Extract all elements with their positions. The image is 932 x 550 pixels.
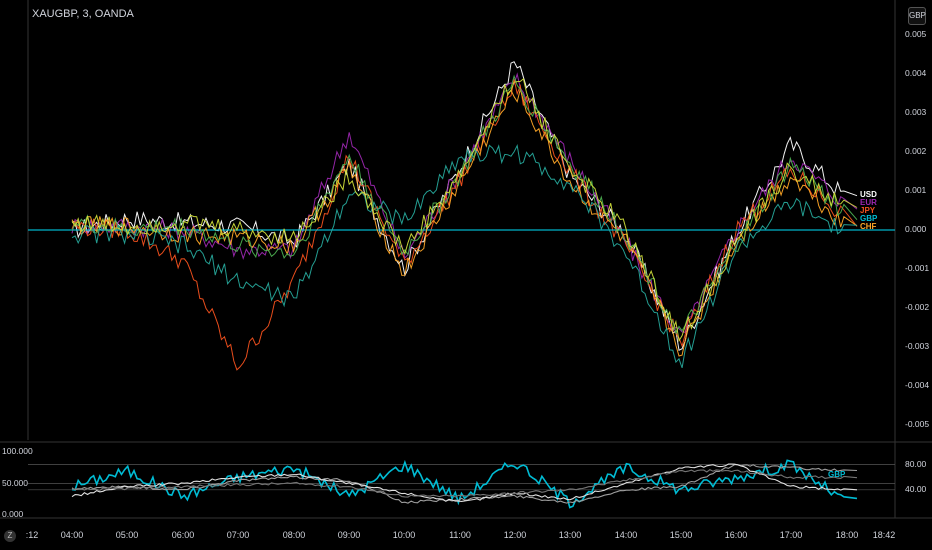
series-line-unlabeled-6	[71, 144, 858, 369]
price-tick-label: 0.003	[905, 107, 927, 117]
price-tick-label: 0.000	[905, 224, 927, 234]
time-tick-label: 05:00	[115, 530, 139, 540]
time-tick-label: 07:00	[226, 530, 250, 540]
time-tick-label: 17:00	[779, 530, 803, 540]
oscillator-right-tick: 80.00	[905, 458, 927, 469]
price-tick-label: 0.001	[905, 185, 927, 195]
price-tick-label: 0.004	[905, 68, 927, 78]
price-tick-label: 0.002	[905, 146, 927, 156]
time-tick-label: 18:42	[872, 530, 896, 540]
price-tick-label: -0.004	[905, 380, 930, 390]
oscillator-left-tick: 50.000	[2, 477, 28, 488]
oscillator-line-unlabeled-1	[71, 464, 858, 504]
series-line-eur	[71, 72, 858, 333]
time-tick-label: 06:00	[171, 530, 195, 540]
series-line-chf	[71, 87, 858, 357]
time-tick-label: 10:00	[392, 530, 416, 540]
legend-label-chf: CHF	[860, 222, 877, 231]
time-tick-label: 09:00	[337, 530, 361, 540]
ticker-title: XAUGBP, 3, OANDA	[32, 8, 134, 20]
oscillator-label: GBP	[828, 470, 846, 479]
legend-label-jpy: JPY	[860, 206, 876, 215]
series-line-usd	[71, 61, 858, 351]
price-tick-label: -0.002	[905, 302, 930, 312]
time-tick-label: 14:00	[614, 530, 638, 540]
oscillator-right-tick: 40.00	[905, 483, 927, 494]
legend-label-gbp: GBP	[860, 214, 878, 223]
price-tick-label: -0.003	[905, 341, 930, 351]
time-tick-label: 13:00	[558, 530, 582, 540]
oscillator-line-gbp	[71, 459, 858, 509]
price-tick-label: -0.005	[905, 419, 930, 429]
legend-label-eur: EUR	[860, 198, 877, 207]
oscillator-left-tick: 100.000	[2, 446, 33, 456]
series-line-unlabeled-5	[71, 74, 858, 335]
main-chart-frame	[0, 0, 932, 519]
oscillator-line-unlabeled-2	[71, 463, 858, 502]
time-tick-label: 04:00	[60, 530, 84, 540]
time-tick-label: 15:00	[669, 530, 693, 540]
price-tick-label: -0.001	[905, 263, 930, 273]
price-tick-label: 0.005	[905, 29, 927, 39]
time-tick-label: 16:00	[724, 530, 748, 540]
oscillator-line-unlabeled-3	[72, 469, 858, 498]
time-tick-label: 11:00	[449, 530, 471, 540]
series-line-unlabeled-7	[71, 78, 858, 343]
series-line-jpy	[71, 79, 858, 371]
zoom-reset-icon[interactable]: Z	[4, 530, 16, 542]
time-tick-label: :12	[25, 530, 39, 540]
currency-badge[interactable]: GBP	[908, 7, 926, 25]
oscillator-series	[71, 459, 858, 509]
legend-label-usd: USD	[860, 190, 877, 199]
time-tick-label: 12:00	[503, 530, 527, 540]
time-tick-label: 08:00	[282, 530, 306, 540]
time-tick-label: 18:00	[835, 530, 859, 540]
main-chart-series	[28, 61, 895, 371]
oscillator-left-tick: 0.000	[2, 509, 24, 519]
